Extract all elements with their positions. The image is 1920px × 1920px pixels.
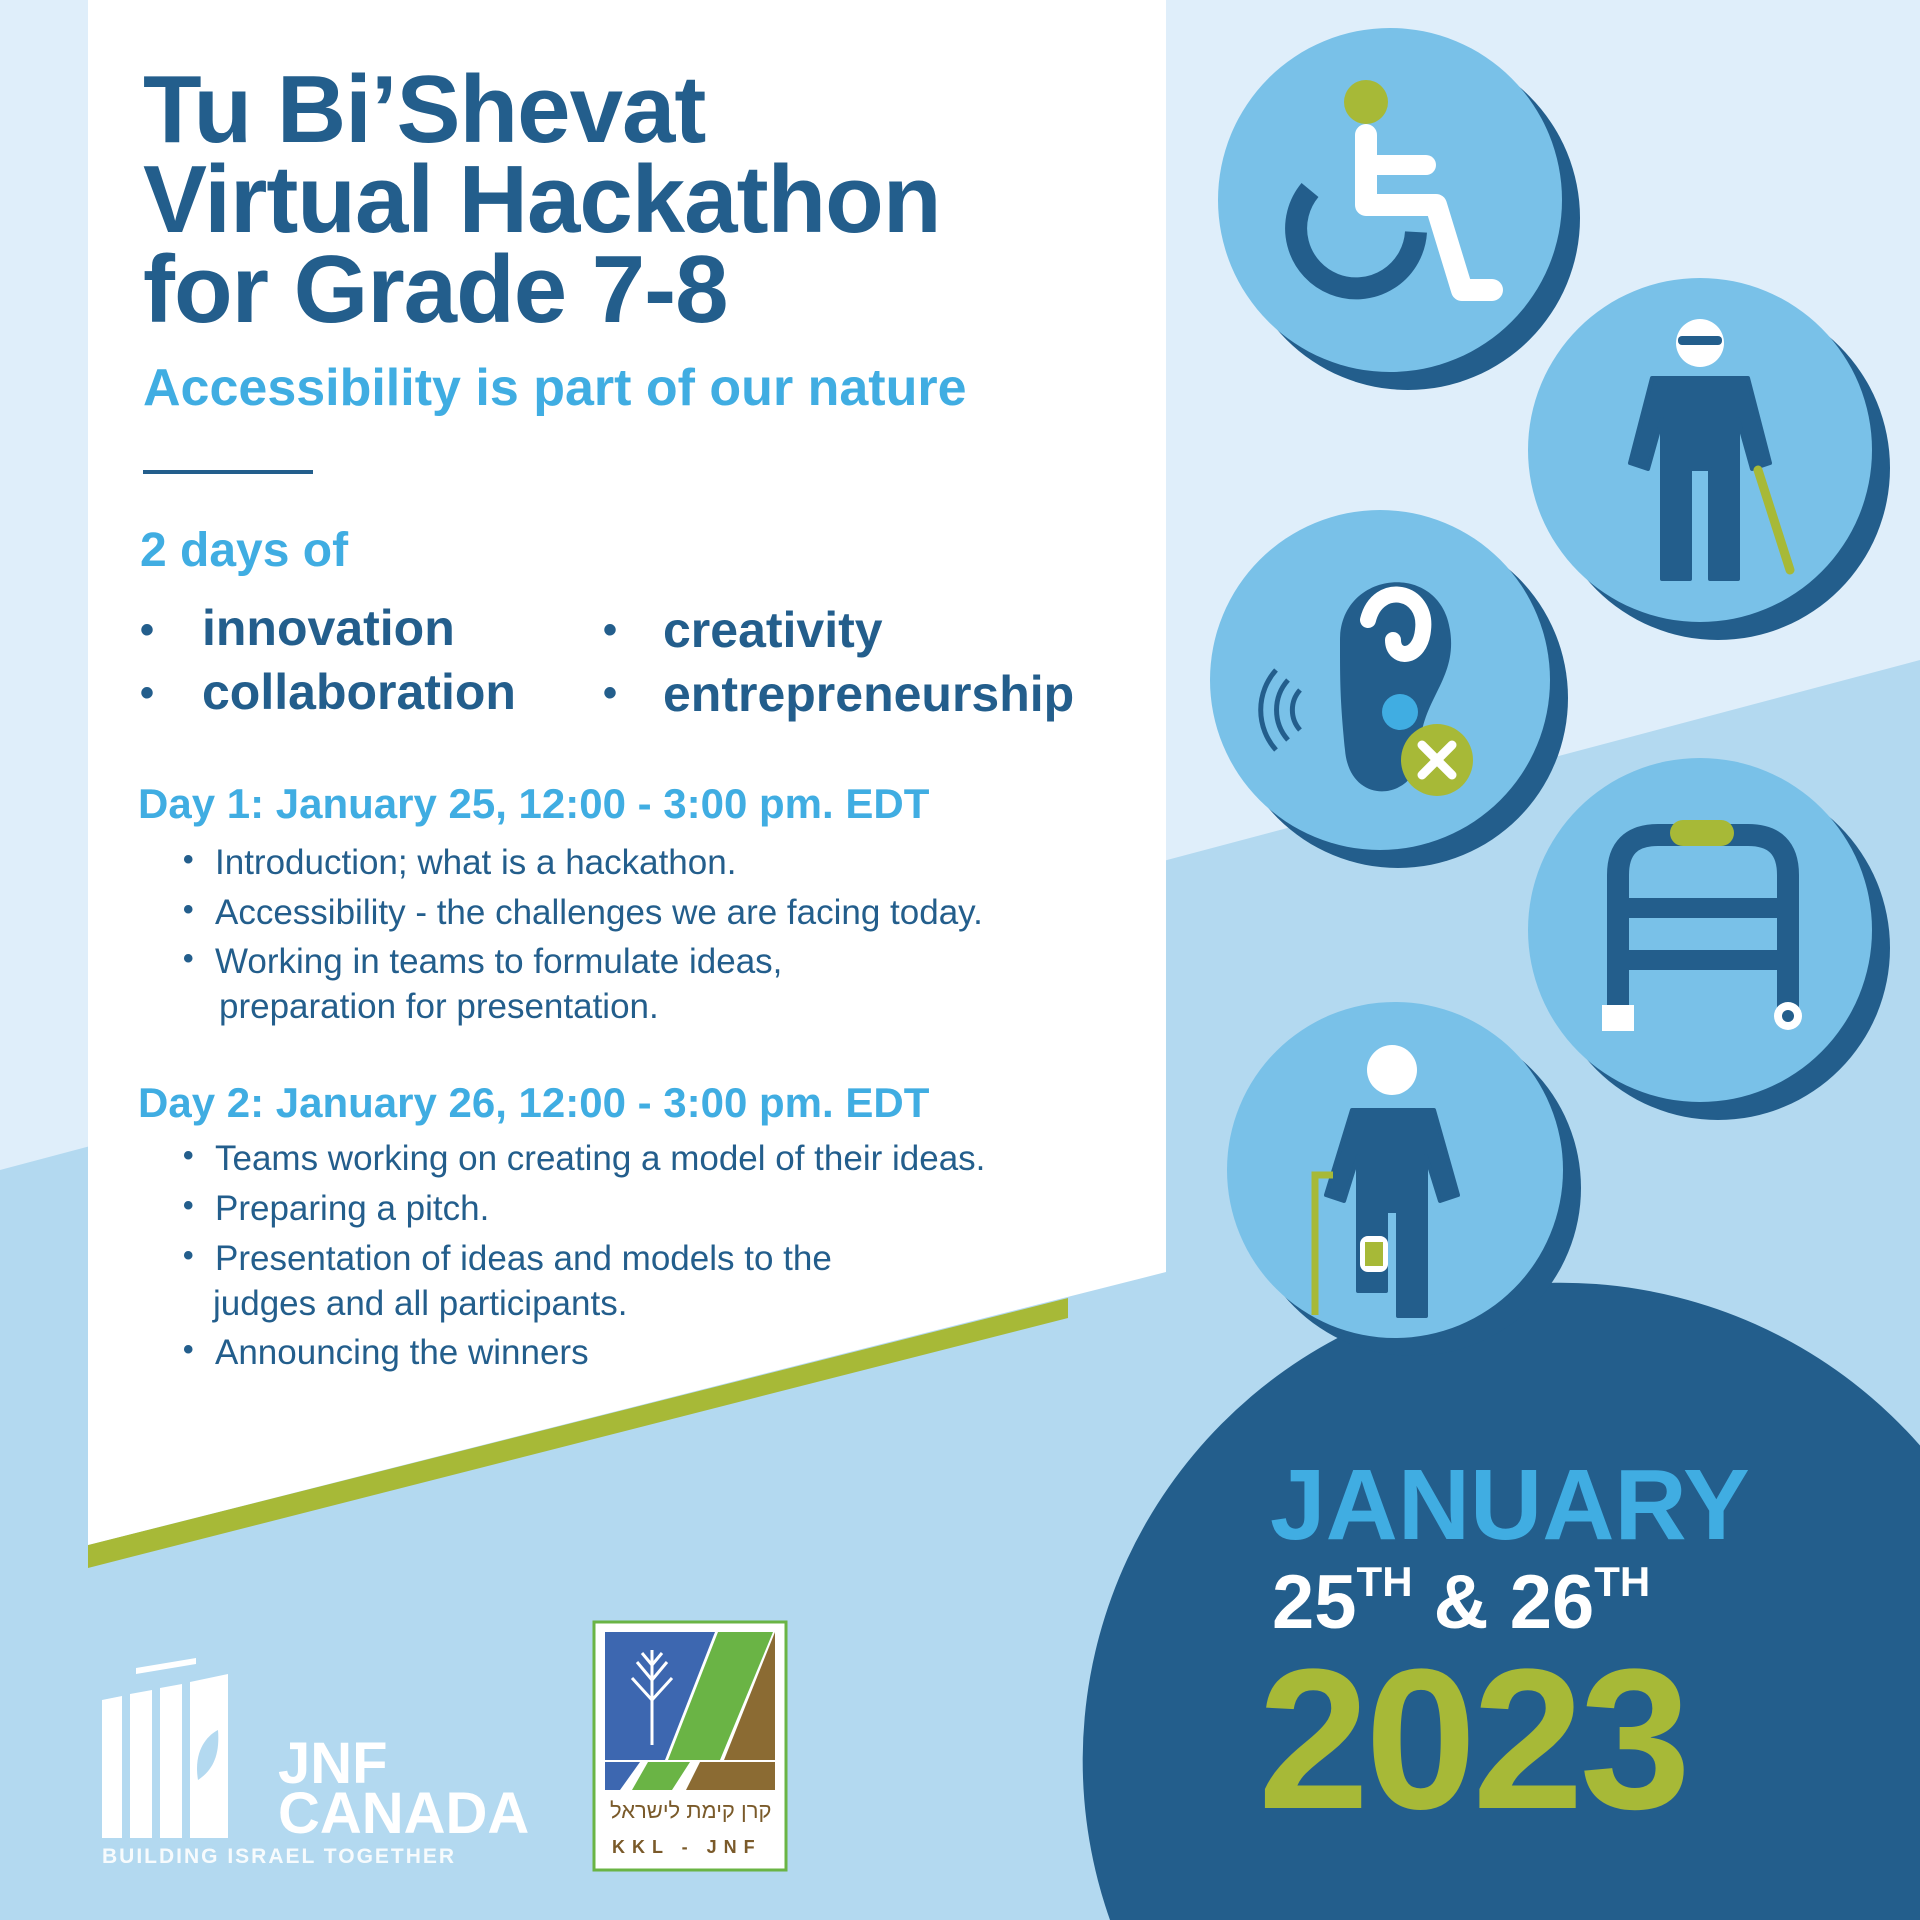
date-year: 2023 (1258, 1628, 1691, 1851)
days-intro: 2 days of (140, 524, 349, 577)
day2-item: Preparing a pitch. (215, 1189, 490, 1228)
jnf-tagline: BUILDING ISRAEL TOGETHER (102, 1845, 457, 1868)
day1-item-continued: preparation for presentation. (219, 987, 659, 1026)
bullet: • (603, 671, 618, 715)
walker-icon (1528, 758, 1890, 1120)
date-day1-suffix: TH (1356, 1558, 1413, 1605)
day1-item: Working in teams to formulate ideas, (215, 942, 783, 981)
bullet: • (603, 608, 618, 652)
day2-heading: Day 2: January 26, 12:00 - 3:00 pm. EDT (138, 1079, 930, 1126)
jnf-logo-text-1: JNF (278, 1731, 388, 1796)
kkl-jnf-logo-mark (592, 1620, 788, 1872)
date-circle (1082, 1282, 1920, 1920)
keyword-innovation: innovation (202, 600, 455, 656)
title-line-1: Tu Bi’Shevat (143, 56, 706, 163)
title-line-2: Virtual Hackathon (143, 146, 941, 253)
bullet: • (183, 843, 194, 876)
date-month: JANUARY (1270, 1449, 1750, 1561)
date-day2: 26 (1509, 1560, 1595, 1645)
day2-item-continued: judges and all participants. (213, 1284, 628, 1323)
wheelchair-icon (1218, 28, 1580, 390)
bullet: • (183, 1333, 194, 1366)
date-ampersand: & (1433, 1560, 1489, 1645)
kkl-hebrew-text: קרן קימת לישראל (610, 1798, 772, 1823)
deaf-ear-icon (1210, 510, 1568, 868)
prosthetic-leg-cane-icon (1227, 1002, 1581, 1356)
bullet: • (183, 1239, 194, 1272)
white-panel (88, 0, 1166, 1545)
jnf-logo-text-2: CANADA (278, 1781, 530, 1846)
keyword-entrepreneurship: entrepreneurship (663, 666, 1075, 722)
title-line-3: for Grade 7-8 (143, 236, 729, 343)
bullet: • (183, 942, 194, 975)
date-days: 25TH & 26TH (1272, 1561, 1650, 1641)
date-day1: 25 (1272, 1560, 1357, 1645)
day2-item: Presentation of ideas and models to the (215, 1239, 832, 1278)
bullet: • (183, 1139, 194, 1172)
bullet: • (140, 608, 155, 652)
bullet: • (183, 893, 194, 926)
day1-item: Accessibility - the challenges we are fa… (215, 893, 983, 932)
day1-item: Introduction; what is a hackathon. (215, 843, 737, 882)
kkl-latin-text: KKL - JNF (612, 1837, 762, 1857)
blind-person-cane-icon (1528, 278, 1890, 640)
green-stripe (88, 1298, 1068, 1568)
divider (143, 470, 313, 474)
bullet: • (140, 671, 155, 715)
day2-item: Announcing the winners (215, 1333, 589, 1372)
day2-item: Teams working on creating a model of the… (215, 1139, 986, 1178)
bullet: • (183, 1189, 194, 1222)
day1-heading: Day 1: January 25, 12:00 - 3:00 pm. EDT (138, 780, 930, 827)
date-day2-suffix: TH (1594, 1558, 1651, 1605)
jnf-canada-logo-mark (102, 1658, 228, 1838)
subtitle: Accessibility is part of our nature (143, 359, 967, 417)
keyword-collaboration: collaboration (202, 664, 516, 720)
keyword-creativity: creativity (663, 602, 883, 658)
